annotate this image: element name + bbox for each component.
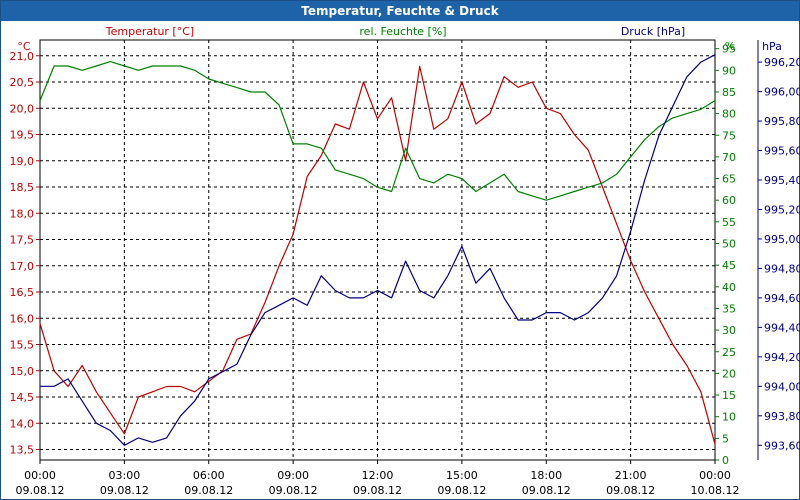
temperature-tick-label: 18,5	[10, 181, 35, 194]
date-tick-label: 09.08.12	[353, 484, 402, 497]
axis-headers: Temperatur [°C] rel. Feuchte [%] Druck […	[17, 25, 782, 53]
humidity-tick-label: 60	[722, 194, 736, 207]
series-line-left	[39, 65, 716, 445]
date-tick-label: 09.08.12	[184, 484, 233, 497]
humidity-tick-label: 20	[722, 367, 736, 380]
humidity-tick-label: 70	[722, 151, 736, 164]
pressure-tick-label: 996,20	[764, 56, 800, 69]
time-ticks: 00:00 09.08.12 03:00 09.08.12 06:00 09.08.12 0…	[16, 460, 740, 497]
humidity-tick-label: 95	[722, 43, 736, 56]
pressure-unit: hPa	[762, 40, 782, 53]
date-tick-label: 09.08.12	[100, 484, 149, 497]
pressure-tick-label: 993,80	[764, 410, 800, 423]
temperature-tick-label: 21,0	[10, 50, 35, 63]
date-tick-label: 09.08.12	[269, 484, 318, 497]
humidity-tick-label: 0	[722, 454, 729, 467]
temperature-tick-label: 18,0	[10, 207, 35, 220]
time-tick-label: 00:00	[24, 469, 56, 482]
humidity-tick-label: 90	[722, 64, 736, 77]
pressure-tick-label: 994,20	[764, 351, 800, 364]
series-lines	[39, 54, 716, 446]
series-line-right1	[39, 60, 716, 201]
time-tick-label: 18:00	[530, 469, 562, 482]
humidity-tick-label: 45	[722, 259, 736, 272]
pressure-tick-label: 995,00	[764, 233, 800, 246]
humidity-tick-label: 5	[722, 432, 729, 445]
humidity-tick-label: 55	[722, 216, 736, 229]
time-tick-label: 03:00	[109, 469, 141, 482]
humidity-tick-label: 80	[722, 108, 736, 121]
pressure-tick-label: 996,00	[764, 86, 800, 99]
temperature-tick-label: 20,5	[10, 76, 35, 89]
date-tick-label: 09.08.12	[522, 484, 571, 497]
pressure-tick-label: 995,20	[764, 203, 800, 216]
time-tick-label: 06:00	[193, 469, 225, 482]
temperature-tick-label: 19,5	[10, 129, 35, 142]
grid-lines	[40, 40, 715, 460]
temperature-tick-label: 17,0	[10, 260, 35, 273]
temperature-tick-label: 14,5	[10, 391, 35, 404]
date-tick-label: 09.08.12	[437, 484, 486, 497]
time-tick-label: 15:00	[446, 469, 478, 482]
window-title: Temperatur, Feuchte & Druck	[1, 1, 799, 21]
humidity-tick-label: 50	[722, 238, 736, 251]
humidity-tick-label: 10	[722, 411, 736, 424]
pressure-tick-label: 995,60	[764, 145, 800, 158]
pressure-tick-label: 995,80	[764, 115, 800, 128]
pressure-tick-label: 994,40	[764, 321, 800, 334]
time-tick-label: 00:00	[699, 469, 731, 482]
humidity-tick-label: 85	[722, 86, 736, 99]
date-tick-label: 09.08.12	[606, 484, 655, 497]
humidity-tick-label: 35	[722, 302, 736, 315]
temperature-tick-label: 19,0	[10, 155, 35, 168]
pressure-tick-label: 993,60	[764, 439, 800, 452]
humidity-tick-label: 15	[722, 389, 736, 402]
temperature-tick-label: 16,5	[10, 286, 35, 299]
temperature-tick-label: 14,0	[10, 417, 35, 430]
humidity-axis-label: rel. Feuchte [%]	[359, 25, 446, 38]
time-tick-label: 12:00	[362, 469, 394, 482]
pressure-tick-label: 994,80	[764, 262, 800, 275]
humidity-tick-label: 75	[722, 129, 736, 142]
date-tick-label: 10.08.12	[691, 484, 740, 497]
humidity-tick-label: 30	[722, 324, 736, 337]
pressure-ticks: 993,60 993,80 994,00 994,20 994,40 994,60 994,…	[757, 40, 800, 460]
pressure-tick-label: 994,60	[764, 292, 800, 305]
pressure-tick-label: 994,00	[764, 380, 800, 393]
humidity-tick-label: 25	[722, 346, 736, 359]
temperature-tick-label: 15,5	[10, 339, 35, 352]
temperature-tick-label: 15,0	[10, 365, 35, 378]
temperature-ticks: 13,5 14,0 14,5 15,0 15,5 16,0 16,5 17,0 17,5 18,0…	[10, 50, 40, 457]
humidity-tick-label: 40	[722, 281, 736, 294]
humidity-ticks: 0 5 10 15 20 25 30 35 40 45 50 55 60 65 70 75 80 85 90 95	[715, 43, 736, 467]
temperature-axis-label: Temperatur [°C]	[105, 25, 194, 38]
date-tick-label: 09.08.12	[16, 484, 65, 497]
humidity-unit: %	[725, 40, 735, 53]
time-tick-label: 09:00	[277, 469, 309, 482]
temperature-tick-label: 13,5	[10, 444, 35, 457]
temperature-tick-label: 17,5	[10, 234, 35, 247]
pressure-tick-label: 995,40	[764, 174, 800, 187]
temperature-tick-label: 20,0	[10, 102, 35, 115]
series-line-right2	[40, 54, 716, 446]
humidity-tick-label: 65	[722, 173, 736, 186]
time-tick-label: 21:00	[615, 469, 647, 482]
temperature-tick-label: 16,0	[10, 312, 35, 325]
pressure-axis-label: Druck [hPa]	[621, 25, 685, 38]
temperature-unit: °C	[17, 40, 31, 53]
